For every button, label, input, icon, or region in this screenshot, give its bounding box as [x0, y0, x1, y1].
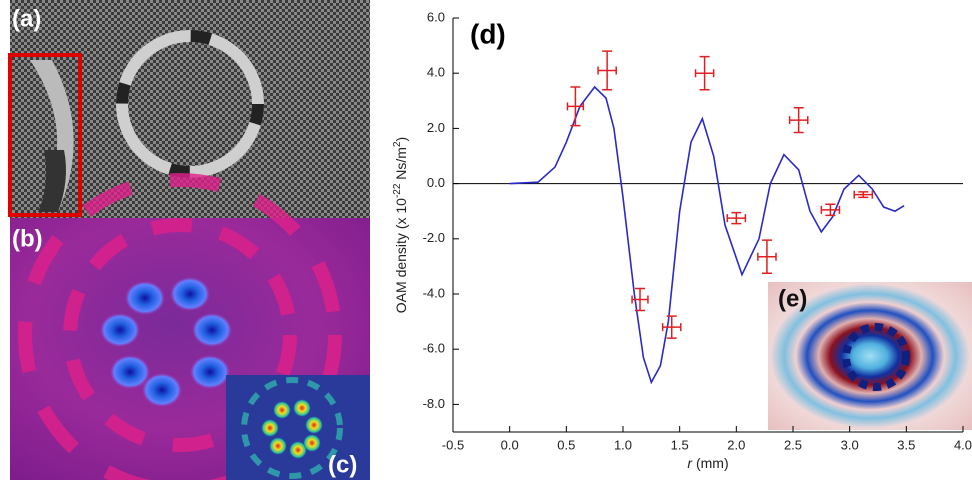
x-error-bar — [597, 66, 617, 75]
x-tick-label: 0.0 — [501, 437, 519, 452]
error-point — [853, 190, 874, 199]
y-tick-label: -8.0 — [423, 396, 445, 411]
panel-e: (e) — [768, 282, 972, 430]
y-tick-label: 0.0 — [427, 175, 445, 190]
x-tick-label: 1.5 — [671, 437, 689, 452]
panel-label: (a) — [12, 5, 41, 32]
panel-c: (c) — [226, 375, 370, 480]
error-point — [597, 50, 617, 91]
y-axis-label-part: ) — [393, 137, 409, 142]
x-error-bar — [820, 205, 841, 214]
curve — [509, 85, 905, 385]
panel-label: (e) — [778, 285, 807, 312]
error-point — [757, 239, 777, 275]
y-tick-label: -2.0 — [423, 230, 445, 245]
y-tick-label: 2.0 — [427, 120, 445, 135]
x-error-bar — [788, 116, 809, 125]
x-axis-label-part: (mm) — [692, 455, 729, 471]
x-tick-label: 0.5 — [557, 437, 575, 452]
x-tick-label: 1.0 — [614, 437, 632, 452]
error-point — [788, 106, 809, 134]
x-error-bar — [566, 102, 585, 111]
panel-label: (b) — [12, 225, 43, 252]
x-error-bar — [694, 69, 715, 78]
x-error-bar — [757, 252, 777, 261]
x-tick-label: 2.0 — [727, 437, 745, 452]
y-axis-label-part: OAM density (x 10 — [393, 198, 409, 313]
y-tick-label: -4.0 — [423, 285, 445, 300]
y-axis-label: OAM density (x 10-22 Ns/m2) — [392, 137, 409, 313]
y-axis-label-part: -22 — [392, 183, 403, 198]
x-axis-label: r (mm) — [687, 455, 728, 471]
x-tick-label: 4.0 — [954, 437, 972, 452]
x-tick-label: -0.5 — [442, 437, 464, 452]
x-error-bar — [726, 214, 747, 223]
error-point — [694, 55, 715, 91]
chart-title: (d) — [470, 18, 506, 49]
x-tick-label: 2.5 — [784, 437, 802, 452]
error-point — [726, 211, 747, 225]
error-point — [661, 315, 682, 339]
y-tick-label: 6.0 — [427, 9, 445, 24]
x-error-bar — [631, 295, 649, 304]
error-point — [566, 86, 585, 127]
error-point — [820, 203, 841, 217]
x-error-bar — [853, 190, 874, 199]
y-axis-label-part: 2 — [392, 141, 403, 147]
y-tick-label: 4.0 — [427, 65, 445, 80]
x-tick-label: 3.5 — [897, 437, 915, 452]
y-axis-label-part: Ns/m — [393, 147, 409, 184]
error-point — [631, 287, 649, 312]
panel-label: (c) — [328, 451, 357, 478]
x-axis-label-part: r — [687, 455, 693, 471]
x-tick-label: 3.0 — [841, 437, 859, 452]
x-error-bar — [661, 323, 682, 332]
y-tick-label: -6.0 — [423, 341, 445, 356]
